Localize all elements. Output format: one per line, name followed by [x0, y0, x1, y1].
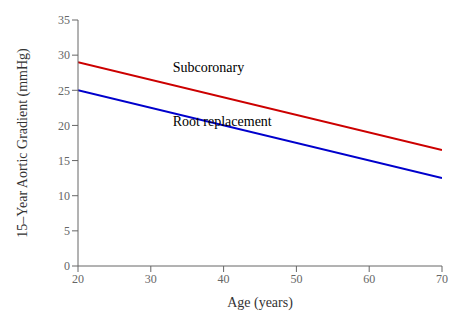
svg-text:15–Year Aortic Gradient (mmHg): 15–Year Aortic Gradient (mmHg) — [15, 48, 31, 238]
svg-text:Root replacement: Root replacement — [173, 114, 272, 129]
svg-text:30: 30 — [145, 272, 157, 286]
svg-text:20: 20 — [72, 272, 84, 286]
svg-text:40: 40 — [218, 272, 230, 286]
svg-text:15: 15 — [58, 154, 70, 168]
svg-text:60: 60 — [363, 272, 375, 286]
svg-text:10: 10 — [58, 189, 70, 203]
svg-text:35: 35 — [58, 13, 70, 27]
svg-text:50: 50 — [290, 272, 302, 286]
svg-text:5: 5 — [64, 224, 70, 238]
svg-text:Subcoronary: Subcoronary — [173, 60, 245, 75]
svg-text:70: 70 — [436, 272, 448, 286]
svg-text:Age (years): Age (years) — [227, 295, 293, 311]
svg-text:30: 30 — [58, 48, 70, 62]
svg-text:0: 0 — [64, 259, 70, 273]
svg-text:25: 25 — [58, 84, 70, 98]
svg-text:20: 20 — [58, 119, 70, 133]
